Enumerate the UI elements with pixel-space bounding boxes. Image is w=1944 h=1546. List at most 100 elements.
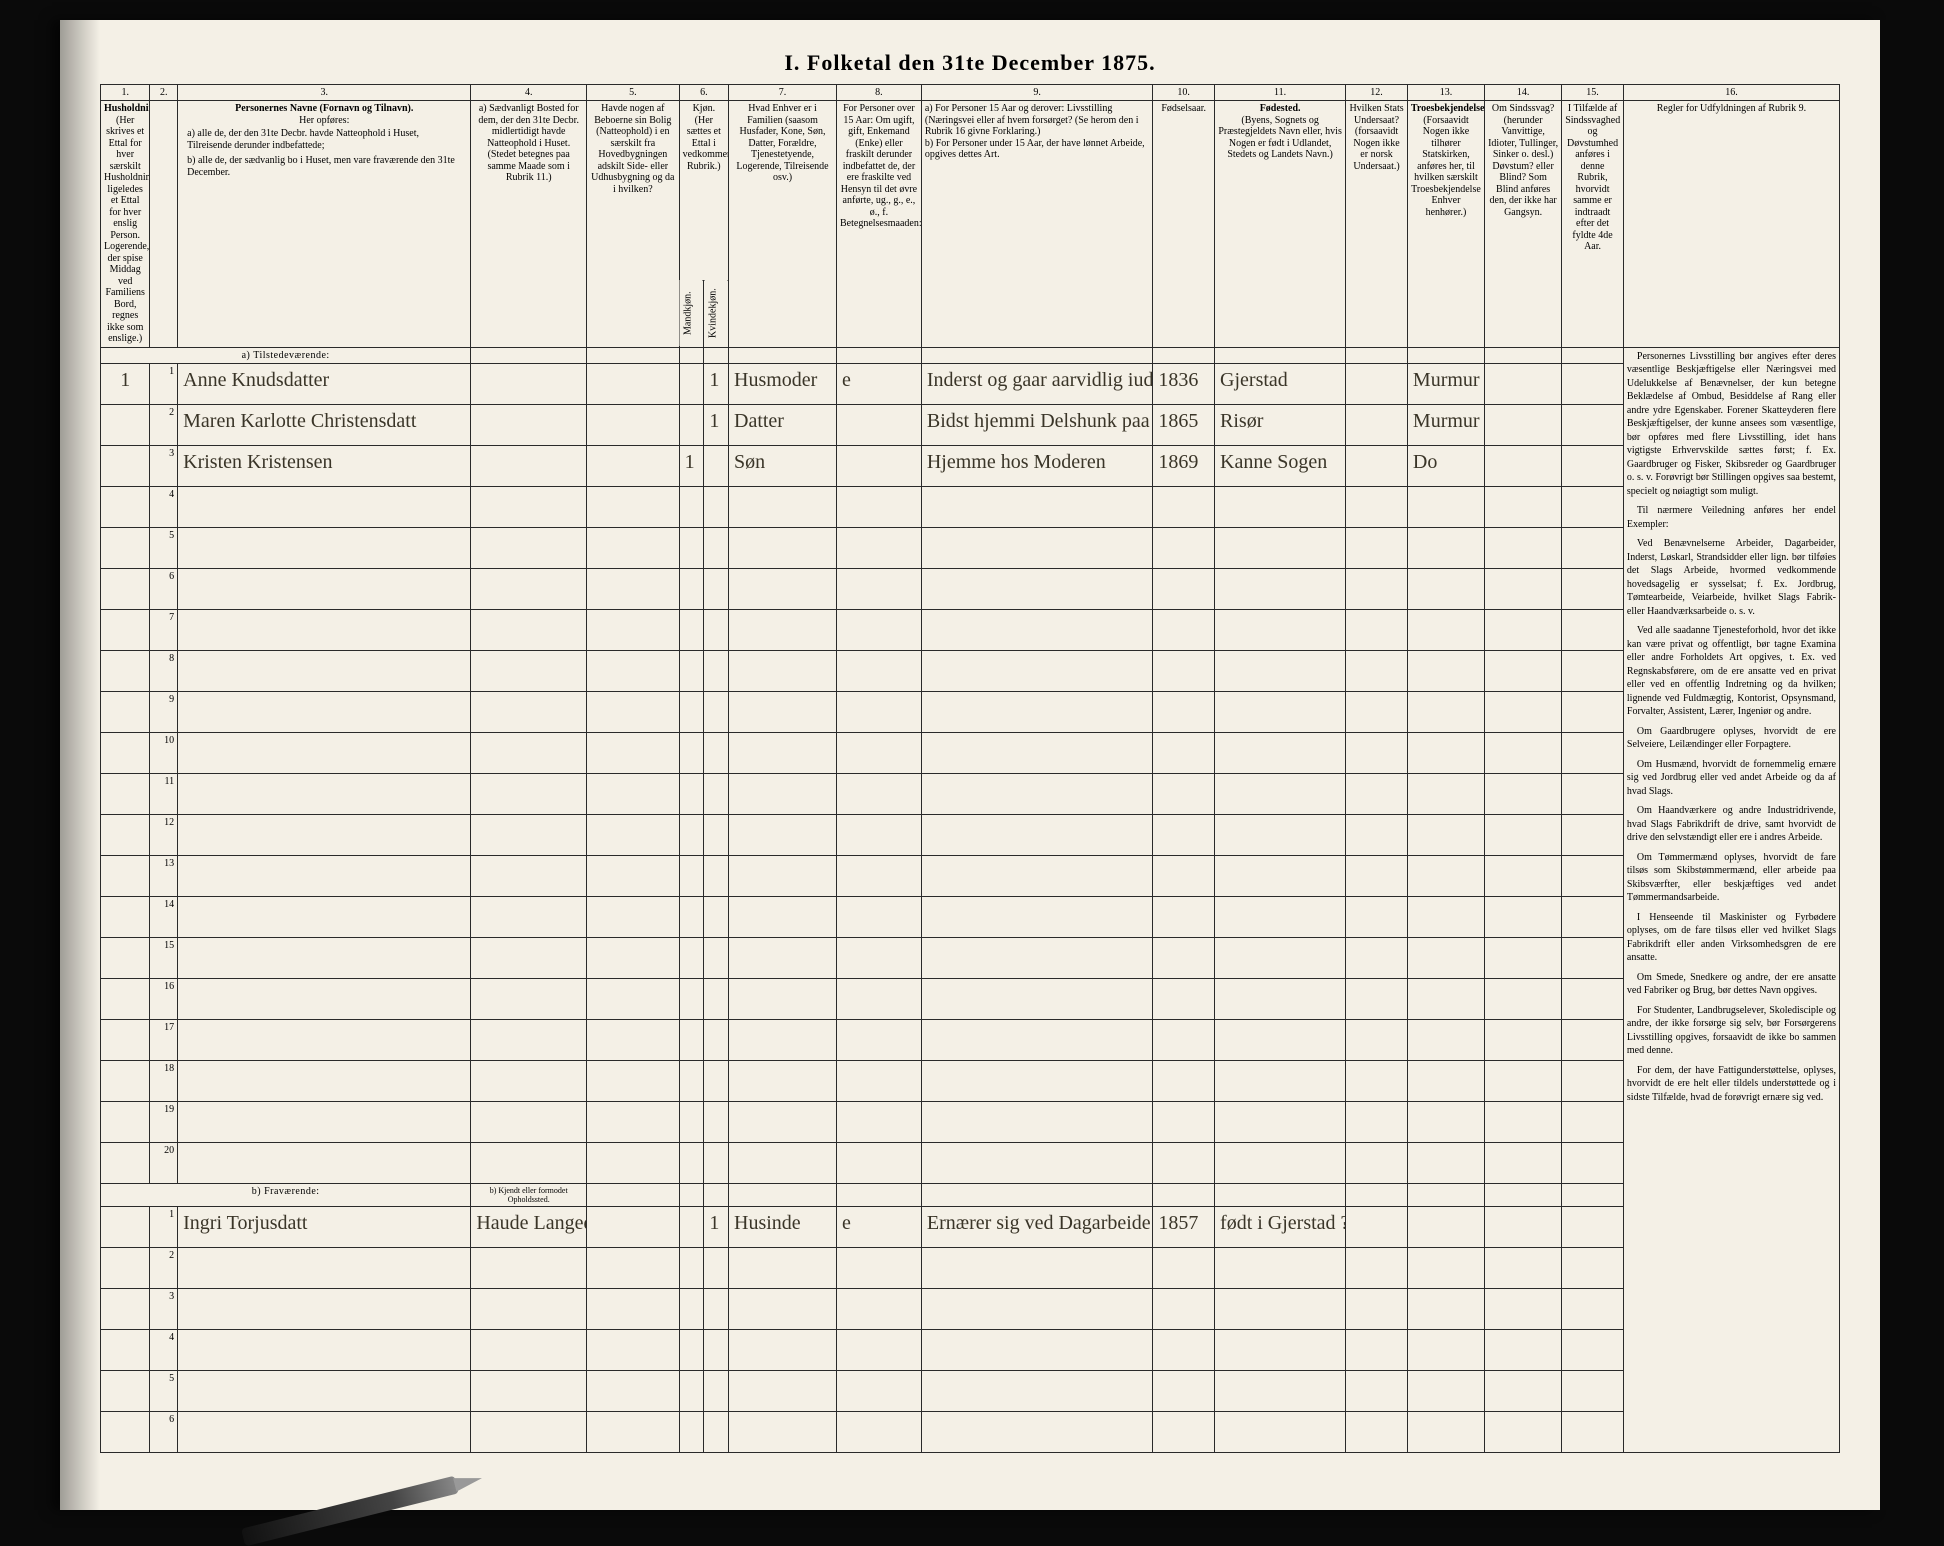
cell — [1562, 1183, 1624, 1206]
cell — [1346, 937, 1408, 978]
cell — [178, 1142, 471, 1183]
cell — [1215, 1101, 1346, 1142]
handwritten-value: 1 — [104, 366, 146, 390]
cell — [587, 1183, 680, 1206]
handwritten-value: 1836 — [1156, 366, 1211, 390]
cell — [837, 896, 922, 937]
cell — [101, 650, 150, 691]
handwritten-value: Kanne Sogen — [1218, 448, 1342, 472]
cell — [679, 1247, 704, 1288]
cell — [704, 568, 729, 609]
cell — [471, 855, 587, 896]
cell — [837, 978, 922, 1019]
cell — [1215, 1142, 1346, 1183]
cell — [837, 1411, 922, 1452]
cell: Murmur — [1407, 404, 1484, 445]
cell — [1407, 937, 1484, 978]
handwritten-value: e — [840, 1209, 918, 1233]
cell — [679, 486, 704, 527]
cell — [587, 1142, 680, 1183]
cell — [101, 527, 150, 568]
cell — [1215, 1019, 1346, 1060]
handwritten-value: Kristen Kristensen — [181, 448, 467, 472]
handwritten-value: Do — [1411, 448, 1481, 472]
handwritten-value: født i Gjerstad ? Sogen — [1218, 1209, 1342, 1233]
cell — [101, 978, 150, 1019]
handwritten-value: Anne Knudsdatter — [181, 366, 467, 390]
section-a-header: a) Tilstedeværende:Personernes Livsstill… — [101, 347, 1840, 363]
rules-paragraph: Ved alle saadanne Tjenesteforhold, hvor … — [1627, 624, 1836, 719]
cell — [587, 855, 680, 896]
cell — [1346, 855, 1408, 896]
cell — [921, 1288, 1152, 1329]
cell — [587, 1019, 680, 1060]
col-num: 8. — [837, 85, 922, 101]
cell — [729, 486, 837, 527]
cell: Hjemme hos Moderen — [921, 445, 1152, 486]
handwritten-value: Bidst hjemmi Delshunk paa Tjeneste — [925, 407, 1149, 431]
cell — [1485, 1206, 1562, 1247]
table-row: 1Ingri TorjusdattHaude Langedet1Husindee… — [101, 1206, 1840, 1247]
cell — [178, 1329, 471, 1370]
cell — [1485, 650, 1562, 691]
cell — [1346, 814, 1408, 855]
cell — [729, 568, 837, 609]
cell — [1562, 732, 1624, 773]
cell — [1407, 650, 1484, 691]
cell — [1485, 1329, 1562, 1370]
cell — [837, 568, 922, 609]
cell — [1153, 650, 1215, 691]
handwritten-value: Datter — [732, 407, 833, 431]
cell — [1407, 814, 1484, 855]
handwritten-value: 1 — [707, 1209, 725, 1233]
cell — [1346, 1060, 1408, 1101]
cell — [471, 937, 587, 978]
cell — [1562, 363, 1624, 404]
handwritten-value: Ingri Torjusdatt — [181, 1209, 467, 1233]
cell — [178, 691, 471, 732]
cell — [921, 855, 1152, 896]
cell — [471, 1329, 587, 1370]
cell — [1215, 486, 1346, 527]
cell — [1485, 937, 1562, 978]
cell — [729, 650, 837, 691]
cell — [101, 1411, 150, 1452]
cell — [587, 773, 680, 814]
rules-paragraph: Ved Benævnelserne Arbeider, Dagarbeider,… — [1627, 537, 1836, 618]
cell — [178, 1247, 471, 1288]
cell — [1153, 1288, 1215, 1329]
col-num: 2. — [150, 85, 178, 101]
cell — [729, 1247, 837, 1288]
cell — [587, 1101, 680, 1142]
cell — [471, 773, 587, 814]
cell — [101, 855, 150, 896]
cell — [1153, 855, 1215, 896]
cell — [587, 486, 680, 527]
cell — [178, 773, 471, 814]
cell — [587, 814, 680, 855]
cell — [1562, 527, 1624, 568]
cell — [1407, 1247, 1484, 1288]
handwritten-value: Husmoder — [732, 366, 833, 390]
cell — [1346, 1247, 1408, 1288]
cell — [1153, 1101, 1215, 1142]
cell — [471, 691, 587, 732]
cell — [1485, 691, 1562, 732]
cell — [729, 527, 837, 568]
cell — [729, 1019, 837, 1060]
h13: Troesbekjendelse. — [1411, 103, 1485, 114]
table-row: 8 — [101, 650, 1840, 691]
cell — [1153, 568, 1215, 609]
cell — [1346, 404, 1408, 445]
section-a-label: a) Tilstedeværende: — [101, 347, 471, 363]
cell — [1215, 691, 1346, 732]
cell: Risør — [1215, 404, 1346, 445]
cell: Kristen Kristensen — [178, 445, 471, 486]
cell — [837, 691, 922, 732]
cell — [679, 527, 704, 568]
cell — [1346, 568, 1408, 609]
cell — [837, 937, 922, 978]
cell — [101, 1247, 150, 1288]
cell — [1215, 650, 1346, 691]
handwritten-value: Risør — [1218, 407, 1342, 431]
